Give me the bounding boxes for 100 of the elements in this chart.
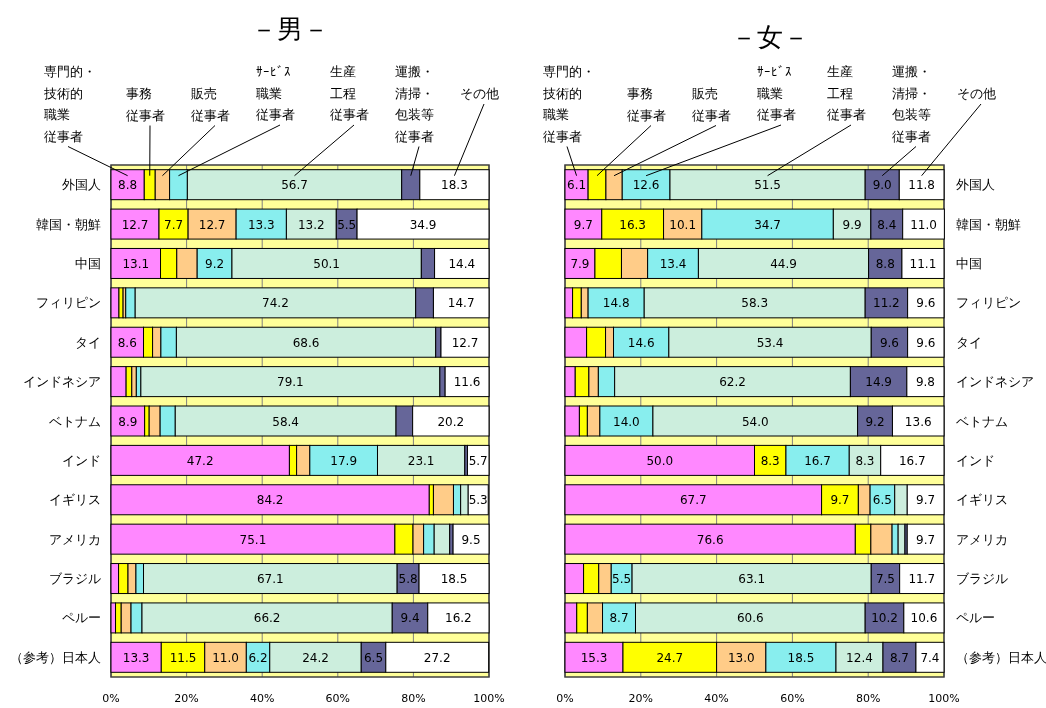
y-tick-label: ブラジル: [956, 571, 1008, 587]
data-label: 50.0: [646, 453, 674, 468]
data-label: 47.2: [186, 453, 214, 468]
x-tick-label: 0%: [556, 692, 574, 705]
data-label: 9.4: [400, 611, 420, 626]
data-label: 6.5: [363, 650, 384, 665]
data-label: 7.9: [570, 256, 590, 271]
x-tick-label: 40%: [704, 692, 729, 705]
data-label: 8.8: [875, 256, 895, 271]
data-label: 66.2: [253, 611, 281, 626]
x-tick-label: 0%: [102, 692, 120, 705]
data-label: 34.7: [754, 217, 781, 232]
data-label: 9.7: [830, 493, 850, 508]
data-label: 8.7: [889, 650, 910, 665]
data-label: 9.9: [842, 217, 862, 232]
y-tick-label: 中国: [75, 255, 101, 271]
data-label: 67.7: [679, 493, 707, 508]
data-label: 13.3: [122, 650, 150, 665]
x-tick-label: 100%: [928, 692, 960, 705]
data-label: 16.7: [804, 453, 831, 468]
data-label: 11.7: [908, 572, 936, 587]
data-label: 9.8: [915, 375, 935, 390]
y-tick-label: （参考）日本人: [10, 649, 101, 665]
text: 生産工程従事者: [827, 64, 866, 122]
data-label: 14.9: [865, 375, 892, 390]
y-tick-label: 中国: [956, 255, 982, 271]
bar: [906, 523, 945, 555]
x-tick-label: 20%: [174, 692, 199, 705]
text: ｻｰﾋﾞｽ職業従事者: [256, 64, 295, 122]
data-label: 13.4: [659, 256, 687, 271]
data-label: 60.6: [736, 611, 764, 626]
y-tick-label: インドネシア: [23, 374, 101, 390]
data-label: 7.5: [875, 572, 895, 587]
data-label: 18.3: [441, 178, 468, 193]
y-tick-label: ペルー: [956, 610, 995, 626]
text: 専門的・技術的職業従事者: [43, 64, 96, 144]
data-label: 9.5: [461, 532, 481, 547]
text: その他: [460, 86, 499, 101]
y-tick-label: インドネシア: [956, 374, 1034, 390]
data-label: 27.2: [423, 650, 451, 665]
data-label: 14.0: [613, 414, 640, 429]
data-label: 12.6: [632, 178, 660, 193]
x-tick-label: 80%: [855, 692, 881, 705]
y-tick-label: ベトナム: [49, 413, 101, 429]
data-label: 16.3: [619, 217, 647, 232]
data-label: 12.7: [198, 217, 226, 232]
y-tick-label: 韓国・朝鮮: [956, 216, 1021, 232]
bar: [110, 287, 120, 319]
data-label: 12.4: [846, 650, 873, 665]
text: 販売従事者: [191, 86, 230, 123]
text: 生産工程従事者: [330, 64, 369, 122]
data-label: 9.7: [573, 217, 593, 232]
data-label: 9.0: [872, 178, 892, 193]
bar: [140, 366, 441, 398]
y-tick-label: 韓国・朝鮮: [36, 216, 101, 232]
chart-title: －男－: [251, 14, 329, 44]
data-label: 5.5: [612, 572, 632, 587]
data-label: 24.7: [656, 650, 684, 665]
data-label: 10.6: [910, 611, 938, 626]
data-label: 10.2: [871, 611, 898, 626]
data-label: 11.2: [873, 296, 900, 311]
text: 事務従事者: [126, 86, 165, 123]
bar: [110, 602, 117, 634]
data-label: 79.1: [277, 375, 304, 390]
data-label: 9.6: [916, 335, 936, 350]
data-label: 51.5: [754, 178, 781, 193]
y-tick-label: フィリピン: [956, 295, 1021, 311]
data-label: 8.9: [118, 414, 138, 429]
data-label: 20.2: [437, 414, 465, 429]
data-label: 17.9: [330, 453, 358, 468]
data-label: 9.7: [916, 493, 936, 508]
data-label: 18.5: [440, 572, 468, 587]
y-tick-label: アメリカ: [956, 531, 1008, 547]
data-label: 11.1: [909, 256, 937, 271]
chart-title: －女－: [731, 22, 809, 52]
x-tick-label: 60%: [780, 692, 805, 705]
data-label: 9.6: [916, 296, 936, 311]
text: 専門的・技術的職業従事者: [542, 64, 595, 144]
y-tick-label: フィリピン: [36, 295, 101, 311]
y-tick-label: インド: [62, 452, 101, 468]
data-label: 13.0: [727, 650, 755, 665]
data-label: 11.8: [908, 178, 935, 193]
data-label: 9.2: [205, 256, 225, 271]
data-label: 11.5: [169, 650, 197, 665]
data-label: 16.7: [898, 453, 926, 468]
data-label: 68.6: [292, 335, 320, 350]
text: 販売従事者: [692, 86, 731, 123]
data-label: 24.2: [302, 650, 329, 665]
bar: [452, 523, 490, 555]
data-label: 9.7: [916, 532, 936, 547]
text: 事務従事者: [627, 86, 666, 123]
data-label: 14.8: [602, 296, 630, 311]
y-tick-label: インド: [956, 452, 995, 468]
text: ｻｰﾋﾞｽ職業従事者: [757, 64, 796, 122]
text: 運搬・清掃・包装等従事者: [892, 64, 931, 144]
bar: [110, 484, 430, 516]
data-label: 9.6: [879, 335, 899, 350]
data-label: 8.4: [877, 217, 897, 232]
data-label: 14.7: [447, 296, 475, 311]
y-tick-label: （参考）日本人: [956, 649, 1046, 665]
